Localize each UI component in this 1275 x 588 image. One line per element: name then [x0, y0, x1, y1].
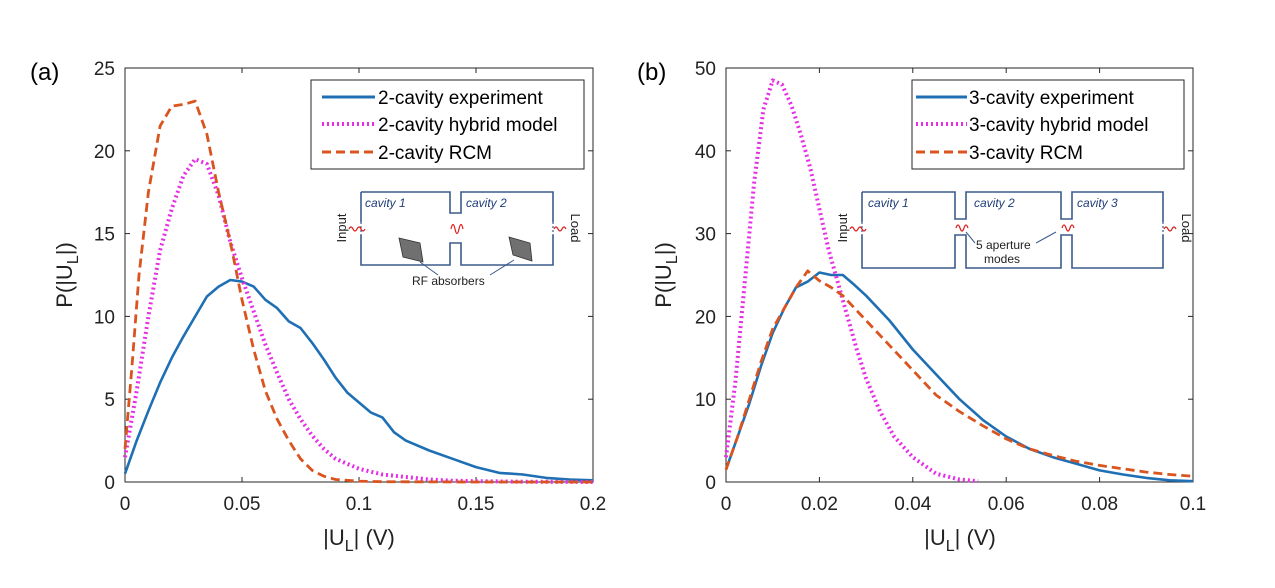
x-tick-label: 0.02 [801, 494, 838, 515]
y-tick-label: 0 [705, 473, 716, 494]
series-line-2 [123, 157, 594, 484]
inset-a-wave-out [553, 226, 567, 232]
inset-b-note-line-2: modes [984, 252, 1020, 266]
plot-a-xlabel: |UL| (V) [323, 525, 395, 555]
series-line-3 [724, 269, 1194, 478]
x-tick-label: 0.08 [1081, 494, 1118, 515]
series-line-2 [724, 78, 979, 484]
y-tick-label: 5 [104, 390, 115, 411]
inset-b-arrow-2 [1035, 231, 1057, 244]
legend-a-experiment: 2-cavity experiment [378, 88, 543, 109]
inset-a-absorber-1 [398, 237, 424, 263]
inset-a-wave-mid [450, 223, 464, 235]
plot-a-ylabel: P(|UL|) [52, 242, 82, 308]
panel-b-label: (b) [637, 59, 666, 86]
inset-a-input: Input [334, 213, 349, 242]
x-tick-label: 0.04 [894, 494, 931, 515]
y-tick-label: 20 [94, 142, 115, 163]
inset-a-wave-in [348, 226, 366, 232]
inset-b-load: Load [1179, 214, 1194, 243]
plot-b-ylabel: P(|UL|) [651, 242, 681, 308]
panel-a: (a) 0 0.05 0.1 0.15 0.2 0 5 10 15 20 25 P(|UL|) |U… [30, 59, 606, 555]
inset-b-cavity-2: cavity 2 [974, 196, 1015, 210]
legend-a-rcm: 2-cavity RCM [378, 143, 492, 164]
inset-b-wave-mid-2 [1061, 224, 1075, 232]
x-tick-label: 0.05 [224, 494, 261, 515]
plot-a-legend-box [310, 79, 585, 170]
plot-b-curves [724, 78, 1194, 484]
inset-b-cavity-walls [861, 191, 1164, 269]
inset-a-note: RF absorbers [412, 274, 485, 288]
y-tick-label: 10 [94, 307, 115, 328]
inset-b-cavity-3: cavity 3 [1077, 196, 1118, 210]
legend-b-hybrid: 3-cavity hybrid model [969, 115, 1149, 136]
inset-a-cavity-2: cavity 2 [466, 196, 507, 210]
x-tick-label: 0.06 [988, 494, 1025, 515]
plot-b-xlabel: |UL| (V) [924, 525, 996, 555]
inset-b-wave-mid-1 [955, 224, 969, 232]
panel-a-label: (a) [30, 59, 59, 86]
inset-a-cavity-walls [360, 191, 554, 266]
inset-b-arrow-1 [965, 231, 976, 244]
y-tick-label: 20 [695, 307, 716, 328]
inset-a-absorber-2 [508, 236, 533, 262]
inset-a-arrow-2 [489, 259, 515, 276]
inset-b-note-line-1: 5 aperture [976, 238, 1031, 252]
inset-b-input: Input [835, 213, 850, 242]
y-tick-label: 15 [94, 225, 115, 246]
inset-b-diagram: cavity 1 cavity 2 cavity 3 Input Load 5 … [835, 191, 1194, 269]
series-line-3 [123, 99, 593, 484]
inset-b-cavity-1: cavity 1 [868, 196, 909, 210]
inset-a-cavity-1: cavity 1 [365, 196, 406, 210]
plot-b-ticks: 0 0.02 0.04 0.06 0.08 0.1 0 10 20 30 40 50 [695, 59, 1206, 515]
x-tick-label: 0.1 [1180, 494, 1206, 515]
x-tick-label: 0.2 [580, 494, 606, 515]
x-tick-label: 0 [120, 494, 131, 515]
plot-b-legend: 3-cavity experiment 3-cavity hybrid mode… [911, 79, 1185, 170]
y-tick-label: 50 [695, 59, 716, 80]
inset-a-diagram: cavity 1 cavity 2 Input Load RF absorber… [334, 191, 583, 288]
legend-a-hybrid: 2-cavity hybrid model [378, 115, 558, 136]
y-tick-label: 30 [695, 225, 716, 246]
inset-a-load: Load [568, 214, 583, 243]
inset-b-wave-in [849, 226, 867, 232]
panel-b: (b) 0 0.02 0.04 0.06 0.08 0.1 0 10 20 30 40 50 P(|U… [637, 59, 1206, 555]
y-tick-label: 0 [104, 473, 115, 494]
x-tick-label: 0.1 [346, 494, 372, 515]
legend-b-rcm: 3-cavity RCM [969, 143, 1083, 164]
y-tick-label: 10 [695, 390, 716, 411]
inset-a-arrow-1 [419, 261, 439, 276]
legend-b-experiment: 3-cavity experiment [969, 88, 1134, 109]
plot-a-legend: 2-cavity experiment 2-cavity hybrid mode… [310, 79, 585, 170]
x-tick-label: 0 [721, 494, 732, 515]
series-line-1 [724, 271, 1194, 483]
inset-b-wave-out [1163, 226, 1177, 232]
y-tick-label: 25 [94, 59, 115, 80]
series-line-1 [123, 278, 594, 482]
y-tick-label: 40 [695, 142, 716, 163]
x-tick-label: 0.15 [458, 494, 495, 515]
plot-a-curves [123, 99, 594, 484]
